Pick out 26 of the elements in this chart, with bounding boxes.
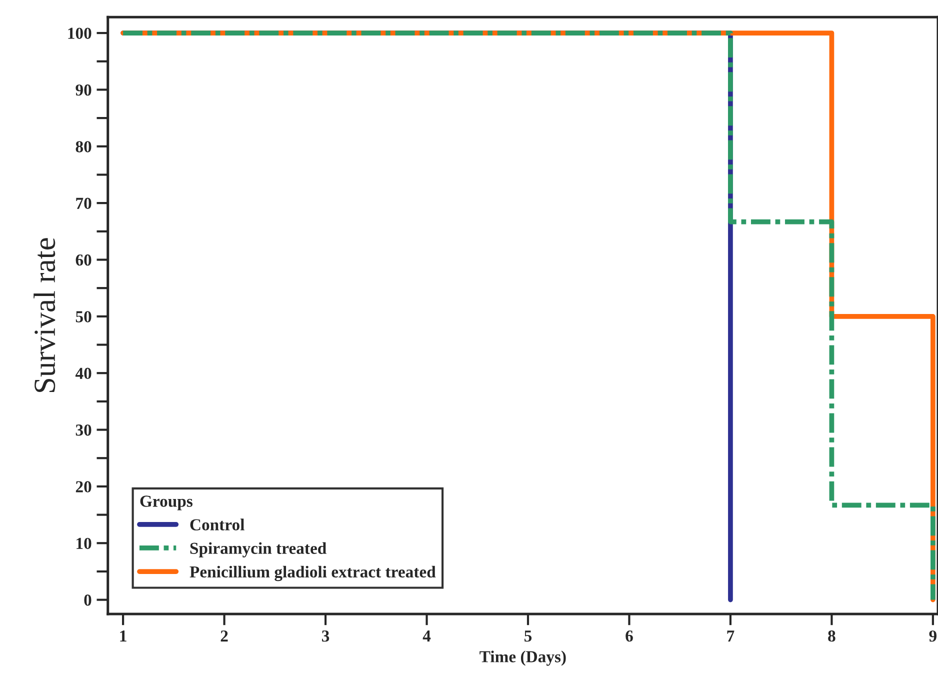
y-axis-title: Survival rate <box>34 238 56 392</box>
x-tick-label: 3 <box>322 630 330 642</box>
y-tick-label: 80 <box>76 141 92 152</box>
x-tick-label: 7 <box>727 630 734 642</box>
y-tick-label: 100 <box>68 28 92 39</box>
y-tick-label: 10 <box>76 538 92 550</box>
y-tick-label: 20 <box>76 481 92 492</box>
x-axis-title: Time (Days) <box>480 650 566 666</box>
legend-label: Penicillium gladioli extract treated <box>190 566 436 582</box>
y-tick-label: 30 <box>76 424 92 436</box>
x-tick-label: 1 <box>120 630 126 642</box>
y-tick-label: 70 <box>76 198 92 209</box>
y-tick-label: 60 <box>76 254 92 266</box>
legend-label: Spiramycin treated <box>190 542 326 558</box>
x-tick-label: 8 <box>828 630 836 642</box>
legend-label: Control <box>190 518 244 530</box>
x-tick-label: 6 <box>626 630 633 642</box>
y-tick-label: 90 <box>76 84 92 96</box>
y-tick-label: 40 <box>75 368 92 380</box>
x-tick-label: 9 <box>929 630 937 642</box>
legend-title: Groups <box>140 496 192 510</box>
x-tick-label: 2 <box>220 630 228 642</box>
x-tick-label: 4 <box>422 630 431 642</box>
y-tick-label: 0 <box>84 594 92 606</box>
x-tick-label: 5 <box>524 630 532 642</box>
y-tick-label: 50 <box>76 311 92 322</box>
